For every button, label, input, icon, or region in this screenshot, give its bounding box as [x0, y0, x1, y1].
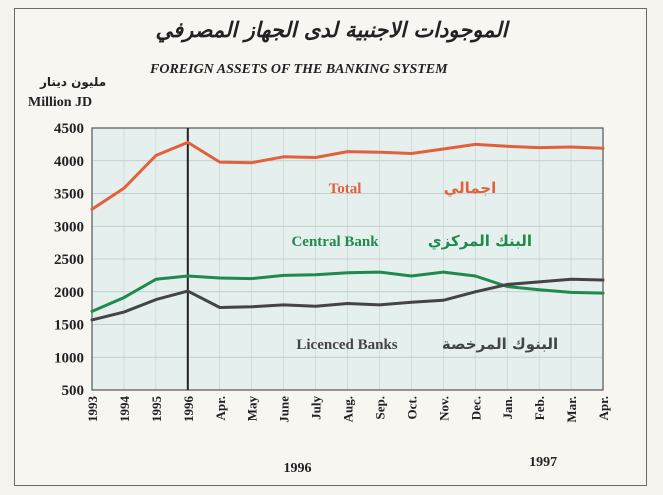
year-label-1996: 1996 — [284, 461, 312, 476]
y-tick-label: 1000 — [54, 350, 84, 366]
series-label-arabic-central-bank: البنك المركزي — [428, 232, 532, 251]
x-tick-label: Apr. — [596, 396, 611, 420]
y-tick-label: 3500 — [54, 187, 84, 203]
x-tick-label: Dec. — [468, 396, 483, 420]
x-tick-label: Apr. — [213, 396, 228, 420]
y-tick-label: 2000 — [54, 285, 84, 301]
x-tick-label: Nov. — [436, 396, 451, 421]
x-tick-label: Sep. — [372, 396, 387, 419]
x-tick-label: June — [277, 396, 292, 423]
x-tick-label: 1995 — [149, 396, 164, 423]
series-label-arabic-licenced-banks: البنوك المرخصة — [442, 335, 558, 353]
x-tick-label: 1994 — [117, 396, 132, 423]
x-tick-label: May — [245, 396, 260, 422]
plot-border — [91, 127, 604, 391]
x-tick-label: Feb. — [532, 396, 547, 420]
y-tick-label: 1500 — [54, 318, 84, 334]
x-tick-label: Jan. — [500, 396, 515, 419]
x-tick-label: Aug. — [341, 396, 356, 422]
chart-title-arabic: الموجودات الاجنبية لدى الجهاز المصرفي — [155, 18, 508, 42]
y-tick-label: 500 — [62, 383, 85, 399]
x-tick-label: Mar. — [564, 396, 579, 423]
x-tick-label: Oct. — [404, 396, 419, 419]
series-line-licenced-banks — [90, 277, 605, 322]
y-tick-label: 2500 — [54, 252, 84, 268]
x-tick-label: 1996 — [181, 396, 196, 423]
y-tick-label: 3000 — [54, 219, 84, 235]
x-tick-label: 1993 — [85, 396, 100, 423]
series-line-total — [90, 140, 605, 211]
series-line-central-bank — [90, 270, 605, 313]
y-axis-unit-english: Million JD — [28, 95, 93, 110]
series-label-licenced-banks: Licenced Banks — [296, 337, 397, 353]
series-label-arabic-total: اجمالي — [444, 179, 496, 197]
y-tick-label: 4000 — [54, 154, 84, 170]
x-tick-label: July — [309, 396, 324, 420]
series-label-total: Total — [329, 181, 362, 197]
y-axis-unit-arabic: مليون دينار — [40, 75, 107, 89]
chart-title-english: FOREIGN ASSETS OF THE BANKING SYSTEM — [150, 62, 448, 77]
series-label-central-bank: Central Bank — [291, 234, 379, 250]
y-tick-label: 4500 — [54, 121, 84, 137]
year-label-1997: 1997 — [529, 455, 557, 470]
